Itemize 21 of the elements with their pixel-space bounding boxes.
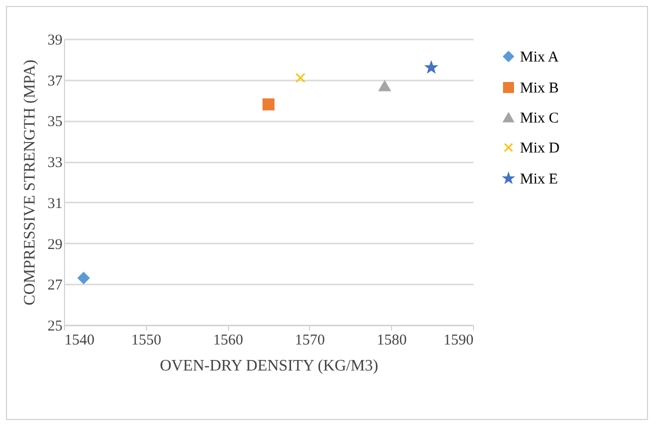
y-tick-label: 27 — [48, 278, 63, 294]
legend-label: Mix A — [520, 50, 559, 66]
y-tick-label: 25 — [48, 318, 62, 334]
y-tick-label: 35 — [48, 114, 62, 130]
y-tick-label: 33 — [48, 155, 62, 172]
x-tick-label: 1590 — [444, 332, 474, 348]
y-tick-label: 37 — [48, 73, 63, 90]
legend-label: Mix C — [520, 110, 559, 126]
x-axis-title: OVEN-DRY DENSITY (KG/M3) — [160, 358, 378, 374]
y-tick-label: 31 — [48, 196, 62, 212]
y-tick-label: 39 — [48, 32, 62, 48]
legend-label: Mix B — [520, 80, 559, 96]
x-tick-label: 1560 — [213, 332, 244, 348]
y-tick-label: 29 — [48, 236, 62, 253]
legend-label: Mix D — [520, 140, 560, 156]
x-tick-label: 1570 — [294, 332, 325, 348]
x-tick-label: 1580 — [376, 332, 407, 348]
y-axis-title: COMPRESSIVE STRENGTH (MPA) — [22, 60, 38, 306]
x-tick-label: 1540 — [64, 332, 94, 348]
legend-label: Mix E — [520, 172, 558, 188]
x-tick-label: 1550 — [131, 332, 162, 348]
